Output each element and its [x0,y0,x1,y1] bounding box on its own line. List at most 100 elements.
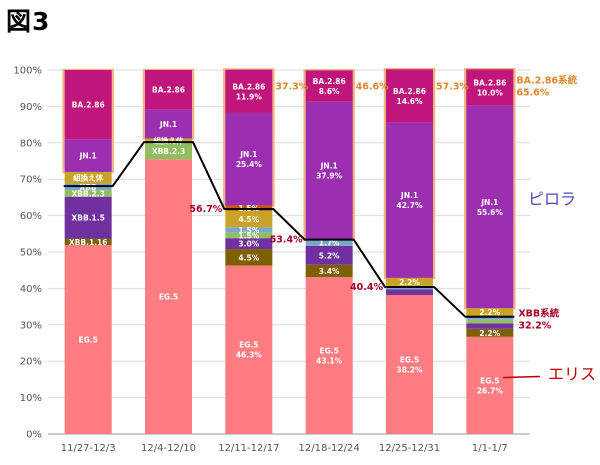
bar-segment [225,265,273,434]
y-tick-label: 0% [26,430,42,441]
y-tick-label: 100% [13,66,42,77]
segment-label: EG.5 26.7% [477,376,504,395]
bar-segment [64,238,112,246]
y-tick-label: 40% [20,284,42,295]
bar-segment [225,112,273,206]
bar-segment [225,232,273,239]
x-tick-label: 12/11-12/17 [218,443,279,454]
segment-label: JN.1 55.6% [477,198,504,217]
segment-label: BA.2.86 [72,101,105,110]
bar-segment [466,105,514,309]
segment-label: EG.5 43.1% [316,347,343,366]
xbb-lineage-line: 56.7% 53.4% 40.4% XBB系統 32.2% [63,141,560,331]
xbb-line-label: 40.4% [350,282,383,293]
ba286-lineage-label: BA.2.86系統 65.6% [516,74,577,98]
segment-label: JN.1 25.4% [236,150,263,169]
segment-label: XBB [80,183,97,192]
y-tick-label: 80% [20,138,42,149]
bar-segment [64,139,112,172]
xbb-line-label: 56.7% [189,204,222,215]
bar-segment [145,159,192,434]
eris-annotation: エリス [548,364,596,383]
bar-segment [305,245,353,265]
ba286-lineage-label: 46.6% [356,81,389,92]
bar-segment [64,171,112,184]
x-tick-label: 11/27-12/3 [61,443,116,454]
segment-label: JN.1 [159,120,177,129]
segment-label: 3.0% [238,240,259,249]
bar-segment [64,190,112,197]
segment-label: EG.5 38.2% [396,355,423,374]
bar-segment [466,316,514,320]
segment-label: 2.2% [479,329,500,338]
x-axis-ticks: 11/27-12/3 12/4-12/10 12/11-12/17 12/18-12/… [61,443,508,454]
bar-segment [386,122,433,278]
segment-label: 2.2% [399,278,420,287]
segment-label: BA.2.86 11.9% [232,82,265,101]
segment-label: XBB.2.3 [152,147,185,156]
y-tick-label: 30% [20,320,42,331]
bar-segment [386,69,433,123]
segment-label: BA.2.86 10.0% [473,78,506,97]
bar-segment [225,69,273,113]
ba286-lineage-label: 57.3% [436,81,469,92]
segment-label: 2.2% [479,308,500,317]
segment-label: 3.4% [319,267,340,276]
y-tick-label: 10% [20,393,42,404]
ba286-lineage-boxes [62,68,516,310]
eris-pointer-line [502,375,541,379]
x-tick-label: 12/4-12/10 [141,443,196,454]
bar-segment [225,249,273,266]
segment-label: JN.1 42.7% [396,191,423,210]
bar-segment [145,138,192,143]
segment-label: 組換え体 [154,136,184,146]
pirola-annotation: ピロラ [528,190,576,209]
segment-label: XBB.1.16 [69,238,108,247]
bar-segment [145,109,192,139]
ba286-lineage-label: 37.3% [275,81,308,92]
bar-segment [466,69,514,106]
bar-segment [64,70,112,140]
segment-label: EG.5 46.3% [236,341,263,360]
y-tick-label: 60% [20,211,42,222]
bar-segment [145,142,192,160]
y-axis-ticks: 0% 10% 20% 30% 40% 50% 60% 70% 80% 90% 100% [13,66,42,441]
segment-labels: EG.5XBB.1.16XBB.1.5XBB.2.3XBB組換え体JN.1BA.… [69,74,578,395]
bar-segment [305,264,353,278]
segment-label: XBB.1.5 [71,214,104,223]
xbb-line-label: 53.4% [270,235,303,246]
segment-label: JN.1 37.9% [316,162,343,181]
segment-label: JN.1 [79,152,97,161]
bar-segment [305,101,353,240]
xbb-line-label: XBB系統 32.2% [518,307,559,331]
segment-label: 4.5% [238,253,259,262]
segment-label: 1.7% [319,239,340,248]
bar-segment [225,227,273,233]
bar-segment [305,70,353,102]
grid-lines [48,69,530,435]
segment-label: 組換え体 [73,173,103,183]
bar-segment [64,245,112,434]
segment-label: 5.2% [319,251,340,260]
segment-label: EG.5 [159,293,178,302]
bars [64,69,514,434]
segment-label: EG.5 [78,336,97,345]
bar-segment [64,196,112,239]
bar-segment [466,323,514,329]
y-tick-label: 50% [20,248,42,259]
figure-label: 図3 [6,7,51,36]
bar-segment [386,294,433,434]
segment-label: BA.2.86 [152,86,185,95]
segment-label: BA.2.86 8.6% [313,77,346,96]
bar-segment [466,308,514,317]
x-tick-label: 12/18-12/24 [299,443,360,454]
bar-segment [466,336,514,434]
bar-segment [145,70,192,110]
bar-segment [386,277,433,286]
segment-label: 4.5% [238,215,259,224]
segment-label: XBB.2.3 [71,189,104,198]
segment-label: 1.5% [238,226,259,235]
y-tick-label: 20% [20,357,42,368]
